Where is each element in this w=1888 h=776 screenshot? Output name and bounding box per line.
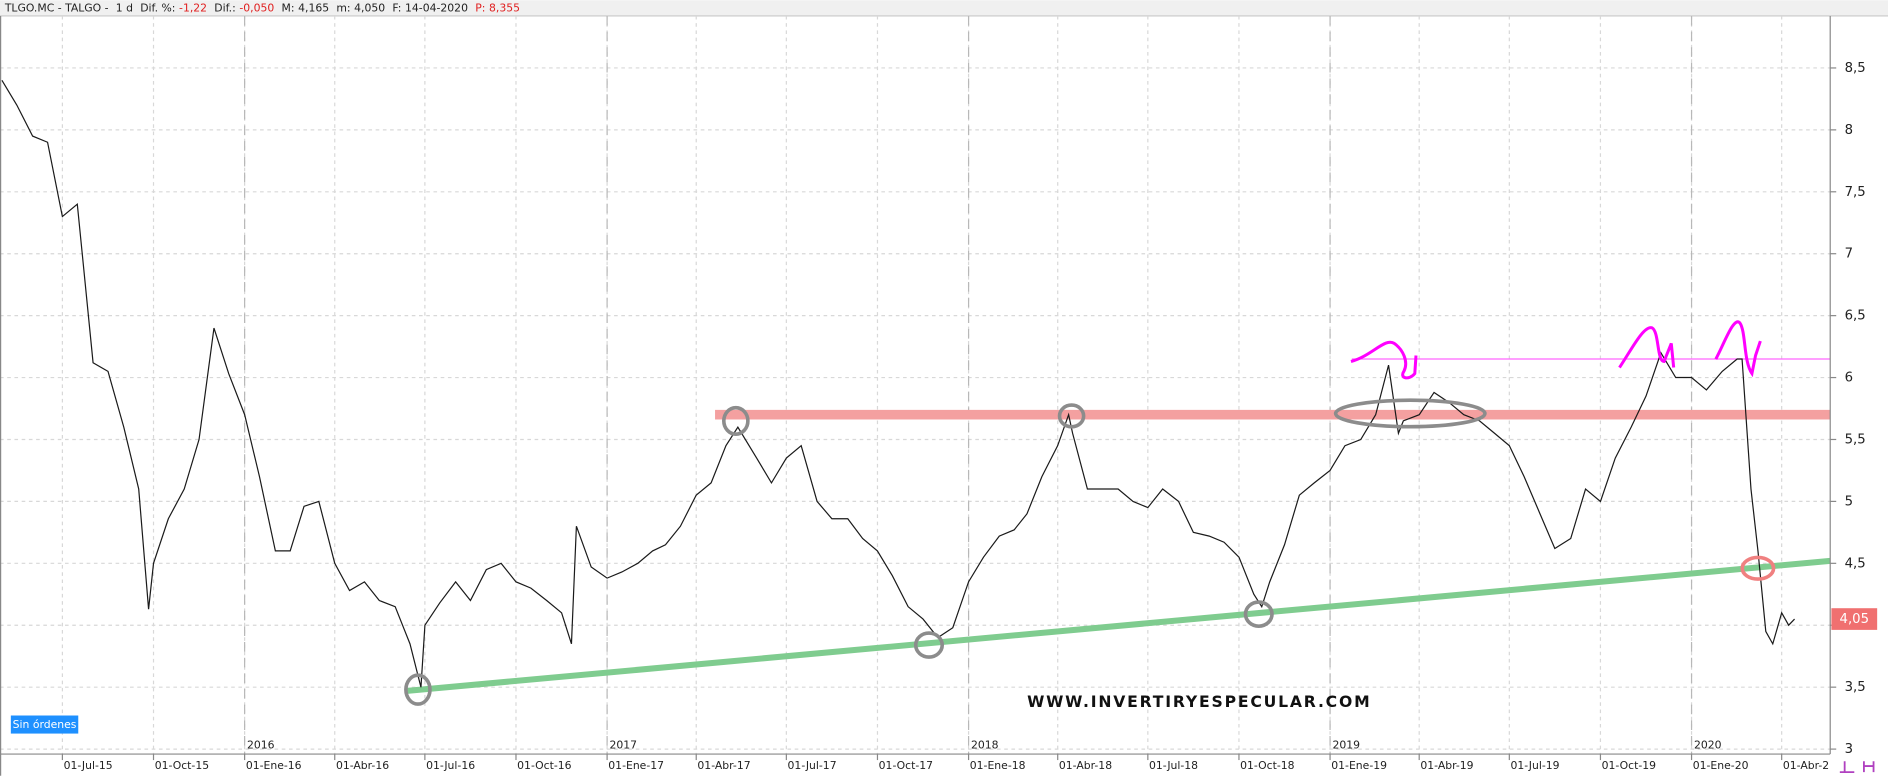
header-field-label: m: (336, 2, 350, 15)
y-tick-label: 6,5 (1845, 309, 1866, 324)
y-tick-label: 7 (1845, 247, 1853, 262)
x-tick-label: 01-Ene-20 (1693, 759, 1749, 772)
x-tick-label: 01-Abr-19 (1420, 759, 1473, 772)
header-field-value: 14-04-2020 (405, 2, 468, 15)
highlight-circle (404, 673, 432, 706)
watermark: WWW.INVERTIRYESPECULAR.COM (1027, 692, 1371, 711)
orders-button[interactable] (10, 715, 79, 734)
y-tick-label: 3,5 (1845, 680, 1866, 695)
y-tick-label: 4,5 (1845, 556, 1866, 571)
y-tick-label: 8,5 (1845, 61, 1866, 76)
x-tick-label: 01-Ene-18 (970, 759, 1026, 772)
x-tick-label: 01-Oct-18 (1240, 759, 1295, 772)
year-label: 2020 (1694, 739, 1722, 752)
highlight-circle (721, 405, 750, 436)
highlight-circle (1740, 555, 1776, 581)
orders-button-label[interactable]: Sin órdenes (13, 718, 77, 731)
header-field-label: M: (282, 2, 295, 15)
y-tick-label: 7,5 (1845, 185, 1866, 200)
y-tick-label: 5 (1845, 494, 1853, 509)
icon[interactable] (1863, 761, 1875, 773)
x-tick-label: 01-Ene-19 (1331, 759, 1387, 772)
highlight-circle (1243, 600, 1274, 628)
plot (1, 80, 1831, 706)
x-tick-label: 01-Ene-16 (246, 759, 302, 772)
x-tick-label: 01-Oct-15 (155, 759, 209, 772)
header-field-value: 8,355 (489, 2, 520, 15)
header-field-value: -0,050 (239, 2, 274, 15)
year-label: 2016 (247, 739, 275, 752)
header-bar (0, 0, 1888, 16)
x-tick-label: 01-Jul-17 (788, 759, 837, 772)
x-tick-label: 01-Abr-18 (1059, 759, 1112, 772)
header-field-value: -1,22 (179, 2, 207, 15)
highlight-circle (1057, 403, 1086, 429)
year-label: 2019 (1332, 739, 1360, 752)
icon[interactable] (1839, 761, 1855, 774)
header-field-value: 4,050 (354, 2, 385, 15)
y-tick-label: 5,5 (1845, 432, 1866, 447)
price-line (1, 80, 1795, 688)
x-tick-label: 01-Oct-17 (879, 759, 933, 772)
last-price-box (1831, 608, 1878, 630)
x-tick-label: 01-Oct-19 (1602, 759, 1657, 772)
year-label: 2018 (971, 739, 999, 752)
x-tick-label: 01-Abr-2 (1783, 759, 1829, 772)
x-tick-label: 01-Abr-17 (697, 759, 750, 772)
header-field-label: Dif. %: (140, 2, 175, 15)
header-field-label: Dif.: (214, 2, 235, 15)
year-label: 2017 (610, 739, 638, 752)
header-text: TLGO.MC - TALGO - 1 d Dif. %: -1,22 Dif.: -0,… (4, 2, 520, 15)
header-field-label: P: (475, 2, 485, 15)
x-tick-label: 01-Jul-15 (64, 759, 113, 772)
last-price-label: 4,05 (1840, 612, 1869, 627)
x-tick-label: 01-Jul-19 (1511, 759, 1560, 772)
grid (0, 15, 1831, 755)
x-tick-label: 01-Jul-16 (426, 759, 475, 772)
header-symbol: TLGO.MC - TALGO - (4, 2, 109, 15)
highlight-circle (1333, 398, 1487, 429)
x-tick-label: 01-Jul-18 (1149, 759, 1198, 772)
x-tick-label: 01-Oct-16 (517, 759, 572, 772)
y-tick-label: 8 (1845, 123, 1853, 138)
header-field-label: F: (392, 2, 401, 15)
y-tick-label: 6 (1845, 371, 1853, 386)
scribble (1714, 320, 1762, 378)
header-interval: 1 d (116, 2, 133, 15)
header-field-value: 4,165 (298, 2, 329, 15)
scribble (1618, 326, 1676, 369)
trend-line (406, 557, 1831, 694)
x-tick-label: 01-Ene-17 (608, 759, 664, 772)
highlight-circle (913, 631, 945, 659)
toolbar-icons[interactable] (1839, 761, 1875, 774)
x-tick-label: 01-Abr-16 (336, 759, 389, 772)
scribble (1350, 340, 1418, 380)
y-tick-label: 3 (1845, 742, 1853, 757)
